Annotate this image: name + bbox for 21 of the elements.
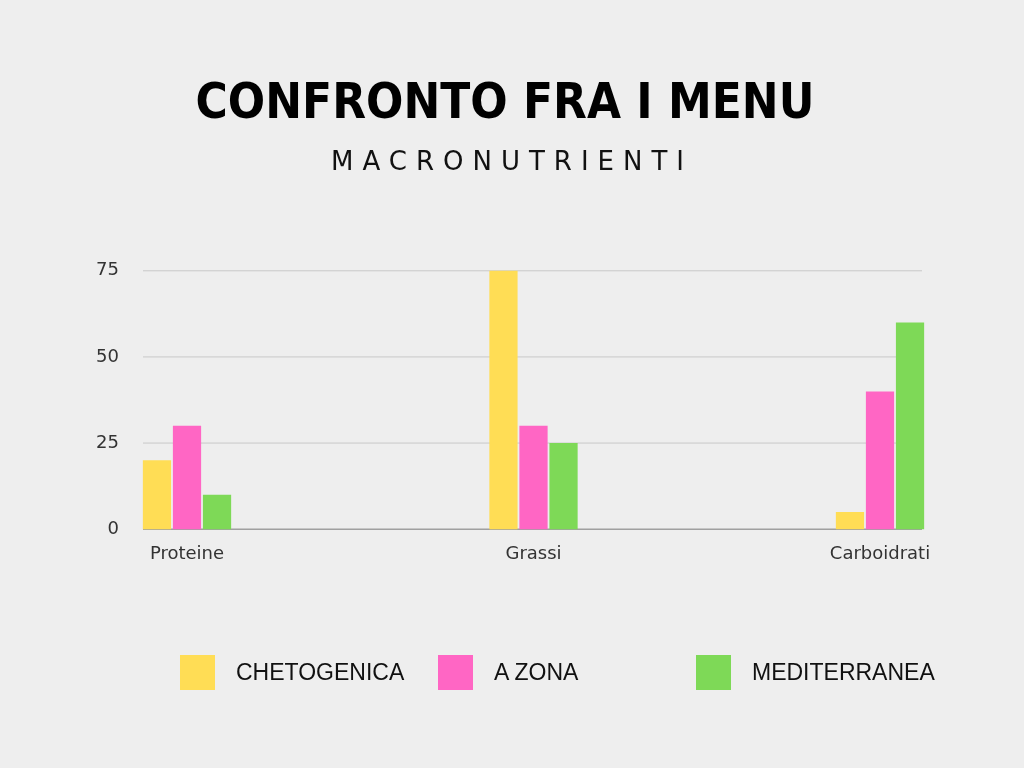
bar (172, 425, 202, 530)
chart-subtitle: MACRONUTRIENTI (330, 146, 694, 176)
legend-label: MEDITERRANEA (752, 659, 935, 686)
bar (835, 511, 865, 530)
y-tick-label: 25 (96, 430, 119, 452)
bar (142, 460, 172, 530)
chart-title: CONFRONTO FRA I MENU (194, 72, 816, 130)
bar (489, 270, 518, 530)
bar (549, 443, 578, 530)
bar (519, 425, 548, 530)
x-tick-label: Proteine (149, 541, 225, 563)
bar (202, 494, 232, 530)
x-tick-label: Grassi (505, 541, 562, 563)
x-tick-label: Carboidrati (829, 541, 931, 563)
legend-label: A ZONA (494, 659, 579, 686)
y-tick-label: 75 (96, 258, 119, 280)
legend-label: CHETOGENICA (236, 659, 405, 686)
y-tick-label: 50 (96, 344, 119, 366)
bar (895, 322, 925, 530)
y-tick-label: 0 (107, 516, 119, 538)
bar (865, 391, 895, 530)
